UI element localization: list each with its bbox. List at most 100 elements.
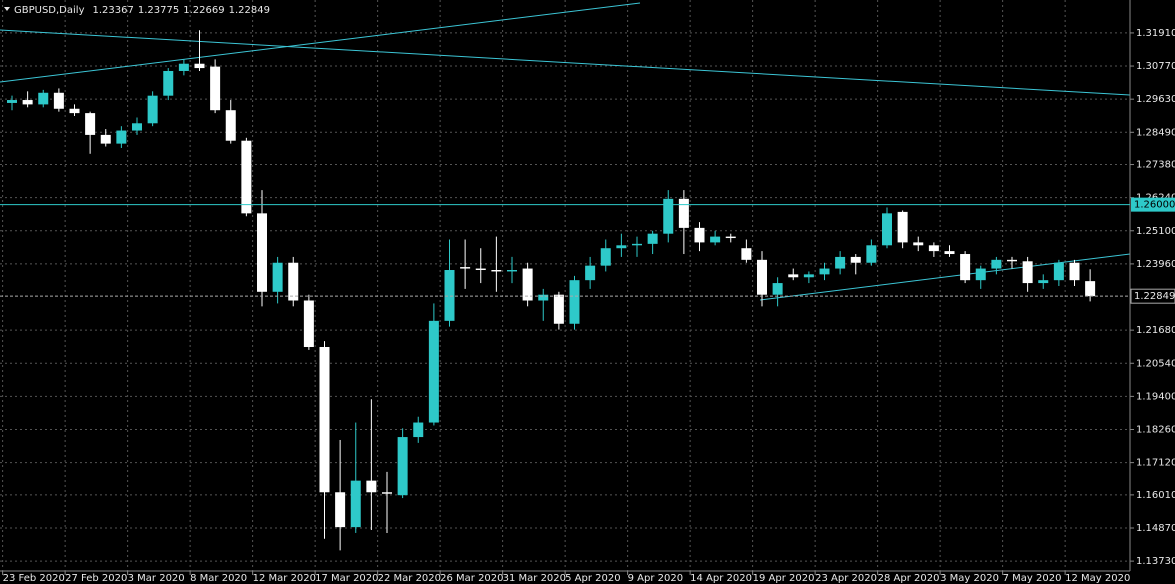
x-tick-label: 17 Mar 2020 [315,573,378,584]
candle-body [632,243,642,246]
candle-body [397,437,408,496]
candle-body [413,422,424,438]
candle-body [803,274,814,278]
candle-body [69,108,80,114]
candle-body [366,480,377,493]
price-label-box [1130,288,1175,304]
candle-body [991,259,1002,269]
candle-body [7,100,17,103]
candle-body [647,233,658,244]
high: 1.23775 [138,5,179,16]
candle-body [210,66,221,111]
candle-body [288,262,299,301]
candle-body [100,134,111,144]
candle-body [772,283,783,295]
candle-body [350,480,361,528]
candle-body [725,236,736,239]
candle-body [819,268,830,275]
candle-body [585,265,596,281]
candle-body [1007,259,1017,262]
x-tick-label: 12 Mar 2020 [253,573,316,584]
candle-body [553,294,564,324]
trendline [0,29,1131,96]
candles [7,30,1096,551]
y-tick-label: 1.23960 [1136,259,1175,270]
candle-body [491,270,502,272]
candle-body [569,280,580,324]
y-tick-label: 1.30770 [1136,61,1175,72]
x-tick-label: 23 Apr 2020 [815,573,877,584]
trendline [0,2,641,83]
candle-body [194,63,205,69]
x-tick-label: 3 May 2020 [940,573,999,584]
hline-label: 1.26000 [1134,200,1175,211]
symbol: GBPUSD,Daily [14,5,85,16]
candle-body [1069,262,1080,281]
candle-body [694,227,705,243]
candle-body [163,70,174,96]
open: 1.23367 [93,5,134,16]
grid [0,0,1130,571]
x-tick-label: 28 Apr 2020 [878,573,940,584]
candle-body [303,300,314,347]
candle-body [444,270,455,321]
candle-body [788,274,799,278]
candle-body [22,100,33,105]
price-label: 1.22849 [1134,291,1175,302]
candle-body [975,268,986,281]
candle-body [241,140,252,214]
candle-body [178,63,189,71]
x-tick-label: 31 Mar 2020 [503,573,566,584]
menu-triangle[interactable] [4,7,10,11]
candle-body [257,213,267,292]
trendline [759,253,1131,301]
candle-body [960,254,971,281]
candle-body [928,245,939,252]
x-tick-label: 5 Apr 2020 [565,573,620,584]
low: 1.22669 [183,5,224,16]
candle-body [1085,281,1096,297]
candle-body [1022,261,1033,284]
candle-body [85,113,96,135]
candle-body [382,492,392,494]
y-tick-label: 1.16010 [1136,490,1175,501]
candle-body [600,248,611,266]
candle-body [53,92,64,109]
hline-label-box [1131,197,1175,212]
y-tick-label: 1.20540 [1136,358,1175,369]
candle-body [460,267,471,269]
candle-body [616,245,627,249]
x-tick-label: 3 Mar 2020 [128,573,185,584]
candle-body [1053,262,1064,281]
y-tick-label: 1.17120 [1136,458,1175,469]
candle-body [475,268,486,271]
candle-body [335,492,346,528]
candle-body [850,256,861,263]
y-tick-label: 1.27380 [1136,160,1175,171]
y-tick-label: 1.28490 [1136,127,1175,138]
y-tick-label: 1.13730 [1136,556,1175,567]
candle-body [663,198,674,234]
y-tick-label: 1.19400 [1136,391,1175,402]
x-tick-label: 8 Mar 2020 [190,573,247,584]
x-tick-label: 14 Apr 2020 [690,573,752,584]
candle-body [132,123,142,131]
y-tick-label: 1.18260 [1136,425,1175,436]
candle-body [507,270,517,272]
y-tick-label: 1.14870 [1136,523,1175,534]
candle-body [147,95,158,124]
candle-body [741,248,752,260]
header: GBPUSD,Daily 1.23367 1.23775 1.22669 1.22849 [14,5,270,16]
x-tick-label: 26 Mar 2020 [440,573,503,584]
candle-body [897,211,908,243]
x-tick-label: 27 Feb 2020 [65,573,127,584]
candle-body [272,262,283,292]
candle-body [944,251,955,255]
trendlines [0,2,1131,301]
candle-body [225,110,236,141]
candle-body [757,259,767,295]
x-tick-label: 12 May 2020 [1065,573,1130,584]
candle-body [678,198,689,228]
